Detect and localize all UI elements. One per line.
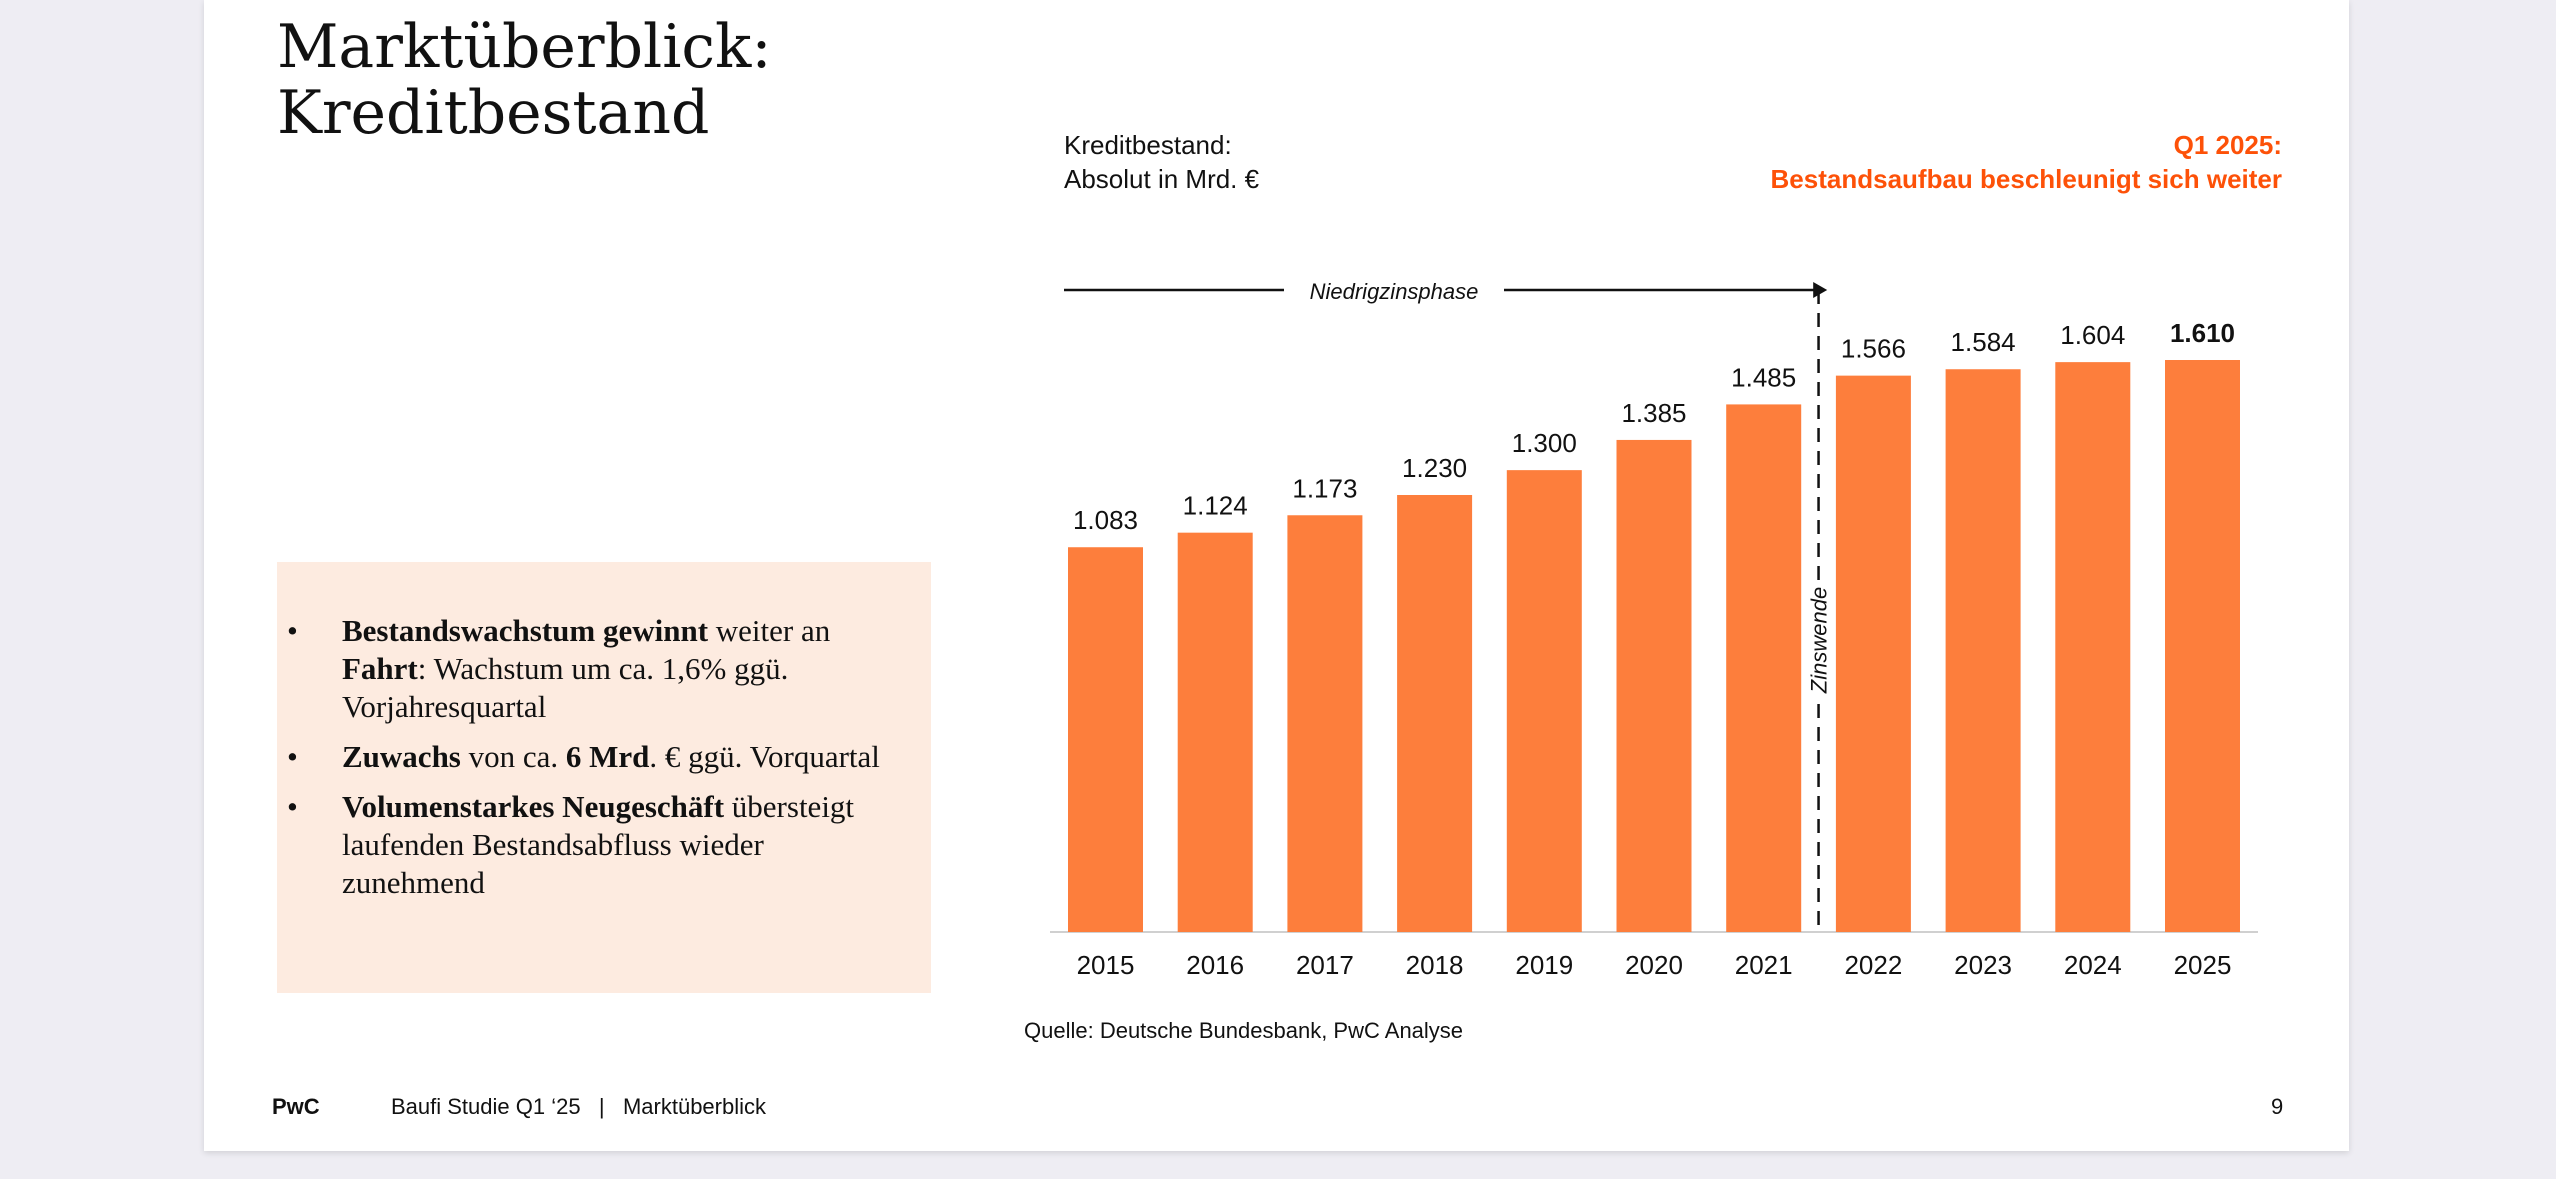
data-label: 1.485 xyxy=(1731,362,1796,392)
data-label: 1.300 xyxy=(1512,428,1577,458)
key-findings-box: • Bestandswachstum gewinnt weiter an Fahr… xyxy=(277,562,931,993)
x-tick-label: 2019 xyxy=(1515,950,1573,980)
bar-chart: 1.083 2015 1.124 2016 1.173 2017 1.230 2018 1.30… xyxy=(1050,279,2258,980)
page-number: 9 xyxy=(2271,1094,2284,1119)
x-tick-label: 2021 xyxy=(1735,950,1793,980)
page-title: Marktüberblick: Kreditbestand xyxy=(277,14,772,146)
data-label: 1.610 xyxy=(2170,318,2235,348)
bullet-text: von ca. xyxy=(460,739,566,774)
bullet-marker: • xyxy=(287,789,298,824)
source-note: Quelle: Deutsche Bundesbank, PwC Analyse xyxy=(1024,1018,1464,1043)
x-tick-label: 2024 xyxy=(2064,950,2122,980)
chart-subtitle: Kreditbestand: Absolut in Mrd. € xyxy=(1064,128,1259,196)
data-label: 1.604 xyxy=(2060,320,2125,350)
data-label: 1.566 xyxy=(1841,334,1906,364)
x-tick-label: 2016 xyxy=(1186,950,1244,980)
bar xyxy=(1506,470,1582,932)
x-tick-label: 2023 xyxy=(1954,950,2012,980)
bullet-list: • Bestandswachstum gewinnt weiter an Fahr… xyxy=(287,612,907,914)
bar xyxy=(1397,495,1473,932)
bar xyxy=(1177,532,1253,932)
x-tick-label: 2025 xyxy=(2174,950,2232,980)
bullet-text: : Wachstum um ca. 1,6% ggü. Vorjahresqua… xyxy=(342,651,789,724)
bar xyxy=(1068,547,1143,932)
x-tick-label: 2020 xyxy=(1625,950,1683,980)
bullet-text: weiter an xyxy=(708,613,831,648)
bullet-marker: • xyxy=(287,739,298,774)
bullet-item: • Zuwachs von ca. 6 Mrd. € ggü. Vorquarta… xyxy=(287,738,907,776)
x-tick-label: 2018 xyxy=(1406,950,1464,980)
x-tick-label: 2017 xyxy=(1296,950,1354,980)
bullet-text: übersteigt laufenden Bestandsabfluss wie… xyxy=(342,789,855,900)
arrow-head-icon xyxy=(1813,282,1828,298)
bullet-item: • Volumenstarkes Neugeschäft übersteigt l… xyxy=(287,788,907,902)
bar xyxy=(2055,362,2131,932)
data-label: 1.173 xyxy=(1292,473,1357,503)
bullet-item: • Bestandswachstum gewinnt weiter an Fahr… xyxy=(287,612,907,726)
bullet-emphasis: Volumenstarkes Neugeschäft xyxy=(342,789,725,824)
bar xyxy=(1616,439,1692,932)
x-tick-label: 2015 xyxy=(1077,950,1135,980)
data-label: 1.230 xyxy=(1402,453,1467,483)
bullet-marker: • xyxy=(287,613,298,648)
footer-text: Baufi Studie Q1 ‘25 | Marktüberblick xyxy=(391,1094,766,1119)
headline-line: Bestandsaufbau beschleunigt sich weiter xyxy=(1770,164,2282,194)
bar xyxy=(1287,515,1363,932)
bar xyxy=(2165,360,2240,932)
data-label: 1.385 xyxy=(1621,398,1686,428)
headline: Q1 2025: Bestandsaufbau beschleunigt sic… xyxy=(1771,128,2282,196)
data-label: 1.584 xyxy=(1951,327,2016,357)
bullet-emphasis: 6 Mrd xyxy=(565,739,650,774)
divider-label-bg xyxy=(1804,580,1833,700)
title-line: Marktüberblick: xyxy=(277,12,772,82)
footer-brand: PwC xyxy=(272,1094,320,1119)
chart-subtitle-line: Absolut in Mrd. € xyxy=(1064,164,1260,194)
bullet-text: . € ggü. Vorquartal xyxy=(649,739,880,774)
divider-label: Zinswende xyxy=(1807,587,1832,694)
bar xyxy=(1835,375,1911,932)
title-line: Kreditbestand xyxy=(277,78,710,148)
data-label: 1.083 xyxy=(1073,505,1138,535)
x-tick-label: 2022 xyxy=(1844,950,1902,980)
data-label: 1.124 xyxy=(1183,491,1248,521)
bar xyxy=(1945,369,2021,932)
headline-line: Q1 2025: xyxy=(2173,130,2282,160)
slide: Marktüberblick: Kreditbestand Kreditbest… xyxy=(204,0,2349,1151)
phase-label: Niedrigzinsphase xyxy=(1310,279,1479,304)
bullet-emphasis: Bestandswachstum gewinnt xyxy=(342,613,709,648)
bullet-emphasis: Fahrt xyxy=(342,651,418,686)
bar xyxy=(1726,404,1802,933)
bullet-emphasis: Zuwachs xyxy=(342,739,461,774)
chart-subtitle-line: Kreditbestand: xyxy=(1064,130,1232,160)
